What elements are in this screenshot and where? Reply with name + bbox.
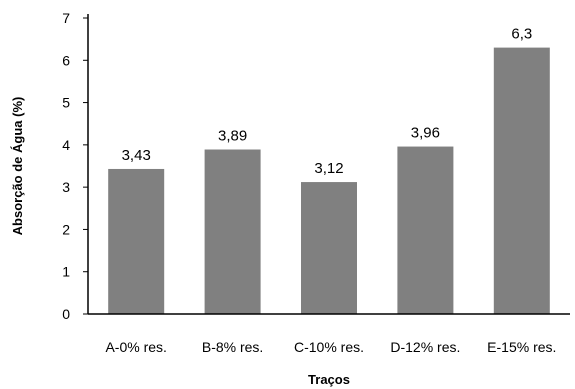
bars-layer [108, 47, 550, 314]
y-tick-label: 7 [62, 10, 70, 26]
y-tick-label: 3 [62, 179, 70, 195]
y-axis-title: Absorção de Água (%) [10, 97, 25, 236]
bar [397, 146, 454, 314]
x-labels-layer: A-0% res. B-8% res. C-10% res. D-12% res. E-… [105, 339, 556, 355]
x-category-label: C-10% res. [294, 339, 364, 355]
y-tick-label: 4 [62, 137, 70, 153]
y-tick-label: 5 [62, 95, 70, 111]
bar-value-label: 6,3 [511, 26, 532, 43]
bar-value-label: 3,96 [411, 125, 440, 142]
x-category-label: A-0% res. [105, 339, 166, 355]
bar-value-label: 3,89 [218, 128, 247, 145]
axes-layer [87, 14, 570, 315]
data-labels-layer: 3,43 3,89 3,12 3,96 6,3 [122, 26, 533, 177]
y-ticks-layer: 0 1 2 3 4 5 6 7 [62, 10, 88, 322]
x-category-label: D-12% res. [390, 339, 460, 355]
x-category-label: B-8% res. [202, 339, 263, 355]
y-tick-label: 2 [62, 221, 70, 237]
x-category-label: E-15% res. [487, 339, 556, 355]
bar-value-label: 3,12 [314, 160, 343, 177]
bar [493, 47, 550, 314]
y-tick-label: 0 [62, 306, 70, 322]
bar-value-label: 3,43 [122, 147, 151, 164]
y-tick-label: 6 [62, 52, 70, 68]
bar [204, 149, 261, 314]
bar [301, 182, 357, 314]
bar [108, 168, 165, 314]
x-axis-title: Traços [308, 372, 350, 387]
y-tick-label: 1 [62, 264, 70, 280]
